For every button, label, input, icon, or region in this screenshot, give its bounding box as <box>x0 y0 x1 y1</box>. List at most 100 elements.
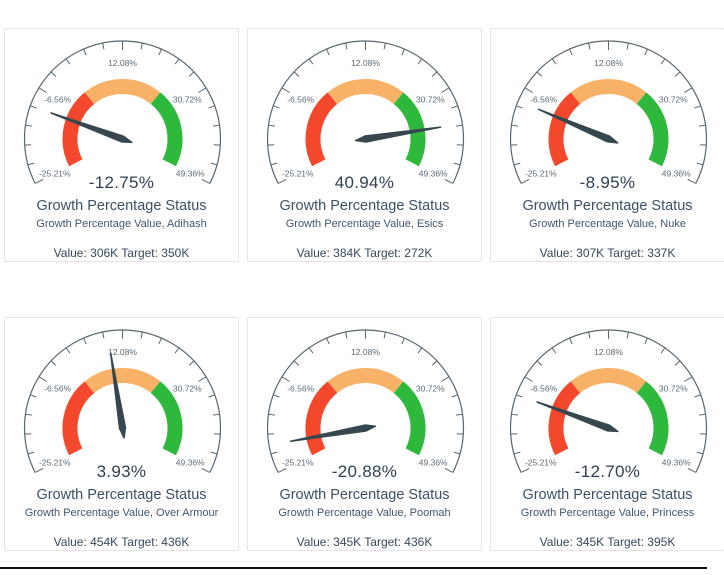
gauge-card[interactable]: -25.21% -6.56% 12.08% 30.72% 49.36% -20.88% … <box>247 317 482 551</box>
gauge-tick <box>551 347 557 354</box>
gauge-title: Growth Percentage Status <box>279 198 450 214</box>
gauge-tick <box>626 331 629 339</box>
gauge-range-band <box>150 92 183 167</box>
gauge-tick <box>383 42 386 50</box>
gauge-tick <box>520 178 530 184</box>
gauge-tick <box>208 394 215 398</box>
gauge-tick <box>158 337 162 345</box>
gauge-card[interactable]: -25.21% -6.56% 12.08% 30.72% 49.36% -12.70% … <box>490 317 724 551</box>
gauge-tick-label: -25.21% <box>39 458 71 468</box>
gauge-needle <box>109 352 127 439</box>
gauge-tick <box>27 162 35 166</box>
gauge-range-band <box>305 381 338 456</box>
gauge-value-target: Value: 384K Target: 272K <box>296 246 433 260</box>
gauge-tick <box>38 376 47 382</box>
gauge-tick <box>198 376 207 382</box>
gauge-tick-label: -6.56% <box>287 383 314 393</box>
gauge-tick <box>644 48 648 56</box>
gauge-tick <box>326 337 330 345</box>
gauge-range-band <box>393 92 426 167</box>
gauge-chart: -25.21% -6.56% 12.08% 30.72% 49.36% <box>266 40 465 184</box>
gauge-tick-label: 30.72% <box>173 383 202 393</box>
gauge-tick-label: 49.36% <box>662 169 691 179</box>
gauge-title: Growth Percentage Status <box>522 487 693 503</box>
gauge-tick <box>511 124 518 127</box>
gauge-needle <box>537 108 619 144</box>
gauge-needle <box>536 401 619 433</box>
gauge-tick-label: 49.36% <box>419 458 448 468</box>
gauge-card[interactable]: -25.21% -6.56% 12.08% 30.72% 49.36% 40.94% G… <box>247 28 482 262</box>
gauge-tick <box>50 71 57 77</box>
gauge-tick <box>696 451 704 455</box>
gauge-tick <box>50 360 57 366</box>
gauge-tick <box>188 360 195 366</box>
gauge-tick <box>268 413 275 416</box>
gauge-value: 40.94% <box>334 173 395 192</box>
gauge-subtitle: Growth Percentage Value, Princess <box>520 507 695 519</box>
gauge-range-band <box>327 79 404 105</box>
gauge-tick <box>684 376 693 382</box>
gauge-tick <box>451 105 458 109</box>
gauge-range-band <box>62 92 95 167</box>
gauge-tick <box>30 394 37 398</box>
gauge-tick <box>520 467 530 473</box>
gauge-value-target: Value: 345K Target: 395K <box>539 535 676 549</box>
bottom-divider-line <box>0 567 707 569</box>
gauge-card[interactable]: -25.21% -6.56% 12.08% 30.72% 49.36% -8.95% G… <box>490 28 724 262</box>
gauge-tick <box>674 71 681 77</box>
gauge-tick-label: -6.56% <box>287 94 314 104</box>
gauge-tick <box>102 331 105 339</box>
gauge-card[interactable]: -25.21% -6.56% 12.08% 30.72% 49.36% 3.93% Gr… <box>4 317 239 551</box>
gauge-card[interactable]: -25.21% -6.56% 12.08% 30.72% 49.36% -12.75% … <box>4 28 239 262</box>
gauge-tick-label: 12.08% <box>351 58 380 68</box>
gauge-tick <box>513 451 521 455</box>
gauge-tick-label: 30.72% <box>173 94 202 104</box>
gauge-tick <box>516 394 523 398</box>
gauge-tick <box>308 58 314 65</box>
gauge-tick <box>644 337 648 345</box>
gauge-tick-label: 49.36% <box>176 169 205 179</box>
gauge-chart: -25.21% -6.56% 12.08% 30.72% 49.36% <box>509 40 708 184</box>
gauge-range-band <box>305 92 338 167</box>
gauge-tick <box>198 87 207 93</box>
gauge-tick <box>293 71 300 77</box>
gauge-tick <box>268 124 275 127</box>
gauge-subtitle: Growth Percentage Value, Nuke <box>529 218 686 230</box>
gauge-subtitle: Growth Percentage Value, Esics <box>285 218 444 230</box>
gauge-tick <box>277 467 287 473</box>
gauge-tick <box>536 360 543 366</box>
gauge-value: 3.93% <box>96 462 147 481</box>
gauge-tick <box>158 48 162 56</box>
gauge-chart: -25.21% -6.56% 12.08% 30.72% 49.36% <box>23 40 222 184</box>
gauge-tick-label: -6.56% <box>44 383 71 393</box>
gauge-tick-label: -6.56% <box>44 94 71 104</box>
gauge-tick <box>569 48 573 56</box>
gauge-needle <box>289 424 377 442</box>
gauge-tick <box>694 394 701 398</box>
gauge-value-target: Value: 307K Target: 337K <box>539 246 676 260</box>
gauge-tick-label: 30.72% <box>659 94 688 104</box>
gauge-tick-label: -25.21% <box>282 458 314 468</box>
gauge-tick-label: 49.36% <box>662 458 691 468</box>
gauge-tick <box>660 58 666 65</box>
gauge-value: -8.95% <box>579 173 636 192</box>
gauge-tick-label: 12.08% <box>594 347 623 357</box>
gauge-tick <box>569 337 573 345</box>
gauge-tick <box>536 71 543 77</box>
gauge-tick <box>140 42 143 50</box>
gauge-range-band <box>393 381 426 456</box>
gauge-tick <box>201 178 211 184</box>
gauge-tick <box>65 58 71 65</box>
gauge-tick <box>674 360 681 366</box>
gauge-tick <box>27 451 35 455</box>
gauge-needle <box>354 126 442 143</box>
gauge-needle <box>50 112 133 144</box>
gauge-tick <box>431 360 438 366</box>
gauge-subtitle: Growth Percentage Value, Adihash <box>36 218 207 230</box>
gauge-tick-label: 30.72% <box>659 383 688 393</box>
gauge-tick <box>345 331 348 339</box>
gauge-tick <box>511 413 518 416</box>
gauge-tick <box>308 347 314 354</box>
gauge-tick <box>213 413 220 416</box>
gauge-tick <box>210 162 218 166</box>
